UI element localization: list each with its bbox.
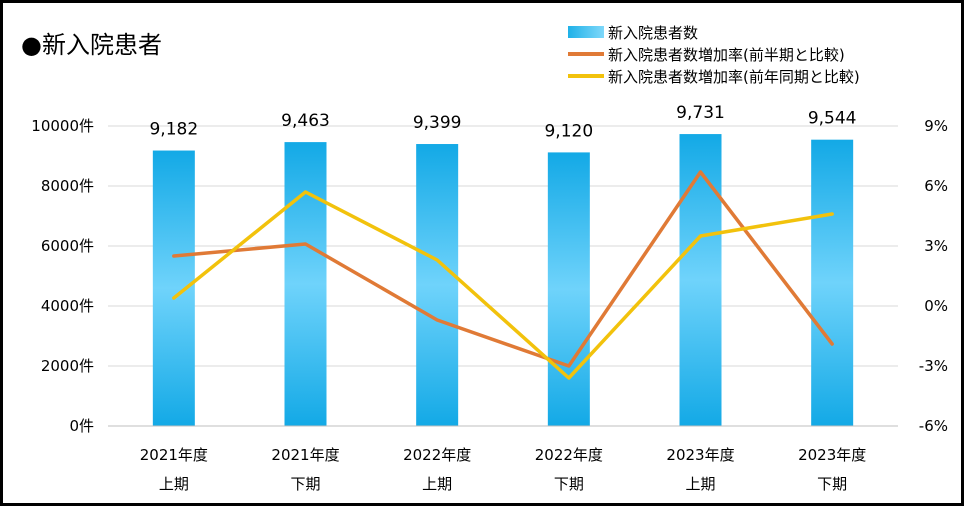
data-labels: 9,182 9,463 9,399 9,120 9,731 9,544 (149, 103, 856, 141)
series-line (172, 190, 834, 380)
y-left-tick-label: 4000件 (41, 297, 94, 315)
legend-item-line-year: 新入院患者数増加率(前年同期と比較) (568, 65, 860, 87)
bar-value-label: 9,544 (808, 109, 857, 129)
chart-title: ●新入院患者 (21, 31, 162, 59)
chart-plot: 0件 2000件 4000件 6000件 8000件 10000件 -6% -3% 0% 3% 6%… (31, 103, 948, 493)
y-right-tick-label: 6% (924, 177, 948, 195)
bar-value-label: 9,120 (544, 121, 593, 141)
bar-value-label: 9,463 (281, 111, 330, 131)
bar (284, 142, 327, 427)
x-tick-label-year: 2023年度 (666, 446, 734, 464)
legend: 新入院患者数 新入院患者数増加率(前半期と比較) 新入院患者数増加率(前年同期と… (568, 21, 860, 87)
y-left-tick-label: 10000件 (31, 117, 94, 135)
x-tick-label-year: 2021年度 (140, 446, 208, 464)
y-left-tick-label: 8000件 (41, 177, 94, 195)
x-tick-label-year: 2022年度 (535, 446, 603, 464)
x-tick-label-year: 2021年度 (271, 446, 339, 464)
legend-swatch-line-year (568, 74, 604, 78)
legend-label-bars: 新入院患者数 (608, 23, 699, 42)
x-tick-label-period: 下期 (290, 475, 320, 493)
legend-swatch-line-half (568, 52, 604, 56)
x-tick-label-period: 下期 (554, 475, 584, 493)
x-tick-label-period: 上期 (422, 475, 452, 493)
bars (152, 134, 854, 427)
legend-item-bars: 新入院患者数 (568, 21, 860, 43)
x-tick-label-period: 上期 (159, 475, 189, 493)
bar-value-label: 9,731 (676, 103, 725, 123)
y-right-tick-label: 3% (924, 237, 948, 255)
bar-value-label: 9,399 (413, 113, 462, 133)
y-right-tick-label: 9% (924, 117, 948, 135)
bar (811, 139, 854, 426)
legend-label-line-half: 新入院患者数増加率(前半期と比較) (608, 45, 845, 64)
x-tick-label-year: 2023年度 (798, 446, 866, 464)
bar-value-label: 9,182 (149, 120, 198, 140)
bar (679, 134, 722, 426)
y-left-tick-label: 2000件 (41, 357, 94, 375)
series-line (172, 170, 834, 368)
legend-swatch-bars (568, 26, 604, 38)
x-tick-label-year: 2022年度 (403, 446, 471, 464)
y-left-tick-label: 6000件 (41, 237, 94, 255)
y-right-tick-label: 0% (924, 297, 948, 315)
legend-item-line-half: 新入院患者数増加率(前半期と比較) (568, 43, 860, 65)
y-left-tick-label: 0件 (69, 417, 94, 435)
bar (416, 144, 459, 426)
lines (172, 170, 834, 380)
legend-label-line-year: 新入院患者数増加率(前年同期と比較) (608, 67, 860, 86)
x-tick-label-period: 上期 (685, 475, 715, 493)
bar (547, 152, 590, 426)
y-right-tick-label: -3% (919, 357, 948, 375)
x-tick-label-period: 下期 (817, 475, 847, 493)
axes: 0件 2000件 4000件 6000件 8000件 10000件 -6% -3% 0% 3% 6%… (31, 117, 948, 493)
y-right-tick-label: -6% (919, 417, 948, 435)
